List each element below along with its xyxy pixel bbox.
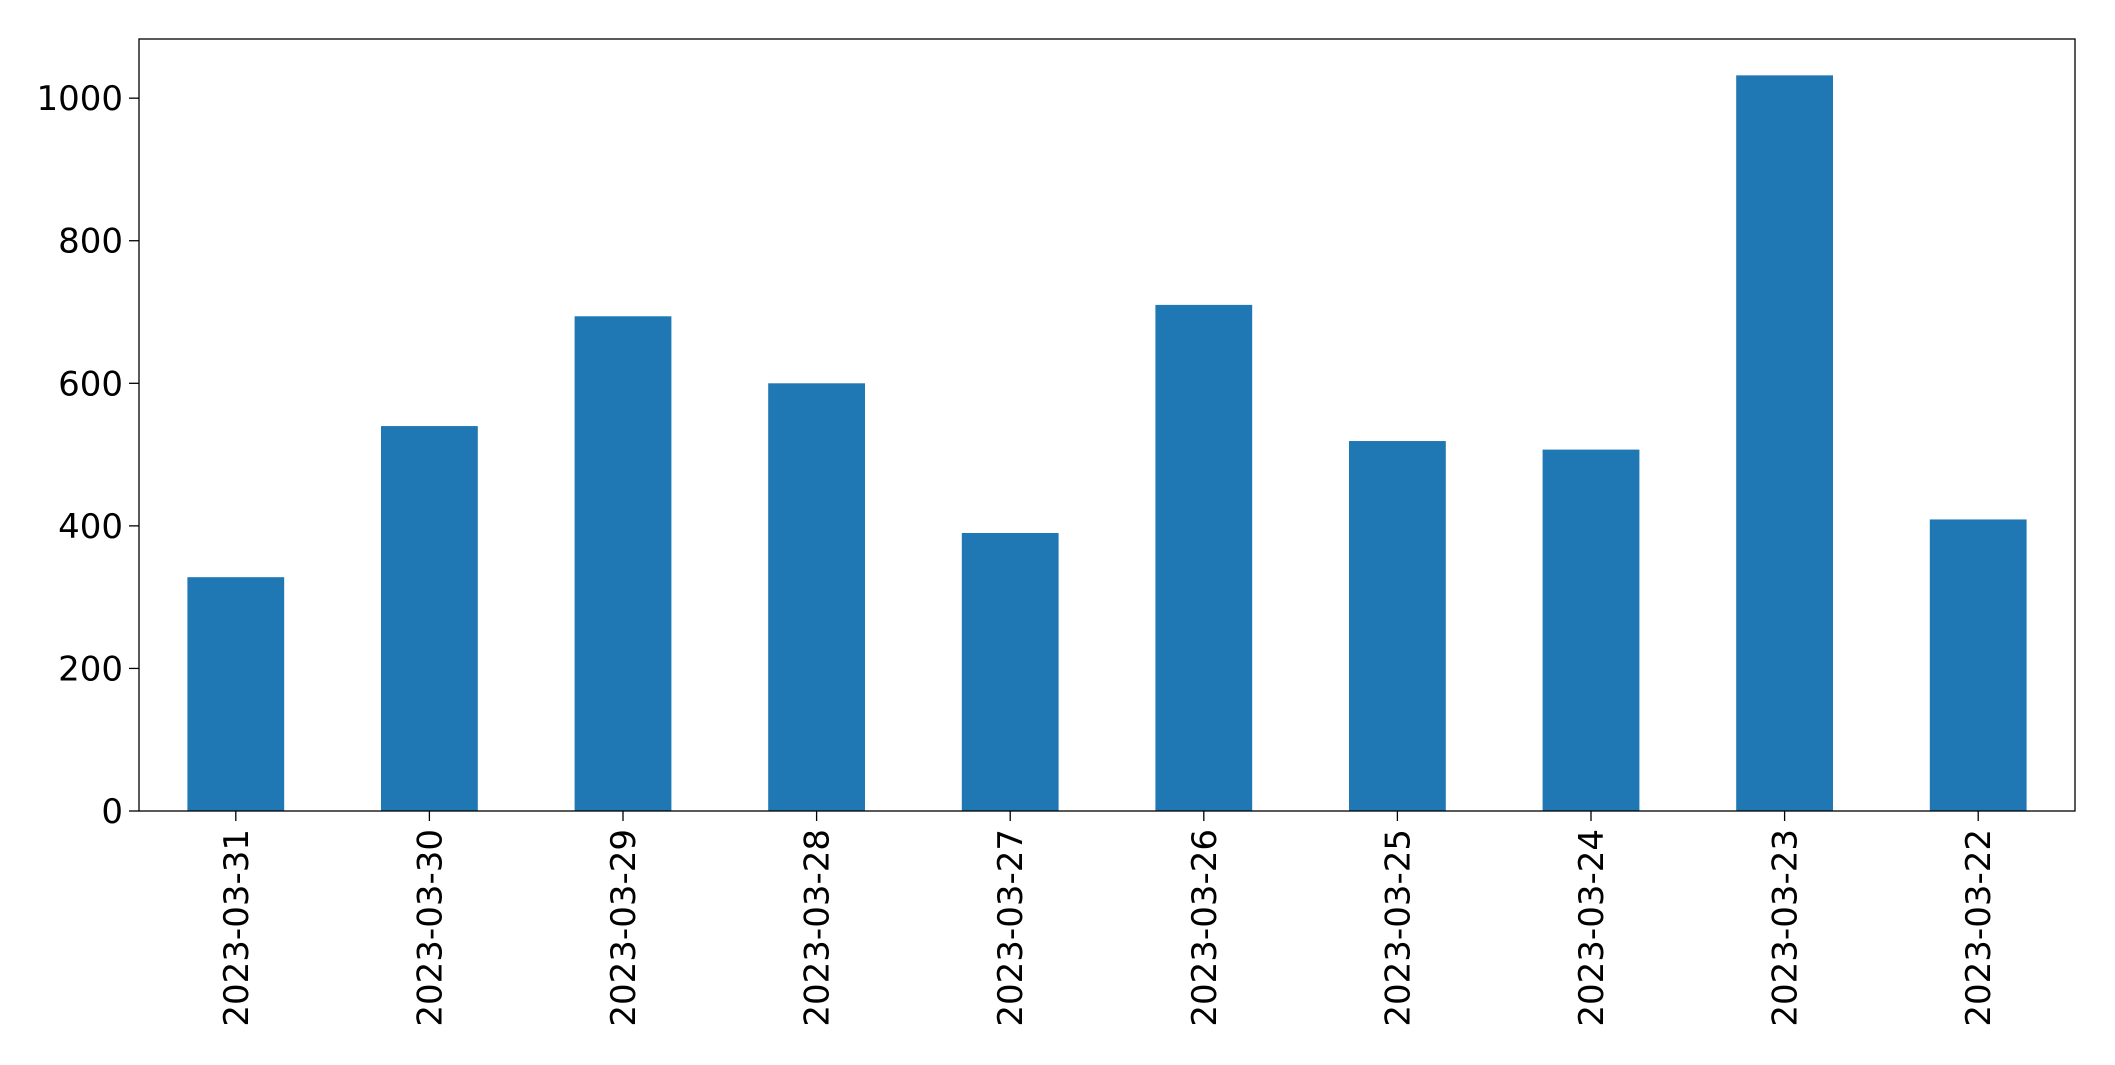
bar: [1929, 519, 2027, 811]
y-tick-label: 800: [58, 222, 123, 262]
y-tick-label: 400: [58, 507, 123, 547]
bar: [1349, 441, 1446, 811]
x-tick-label: 2023-03-30: [410, 829, 450, 1027]
x-tick-label: 2023-03-29: [604, 829, 644, 1027]
y-tick-label: 600: [58, 364, 123, 404]
plot-frame: [138, 38, 2076, 812]
x-tick-label: 2023-03-22: [1959, 829, 1999, 1027]
bar: [381, 426, 478, 811]
x-tick-label: 2023-03-25: [1378, 829, 1418, 1027]
bar: [1736, 75, 1833, 812]
x-tick-label: 2023-03-31: [217, 829, 257, 1027]
bar: [768, 383, 865, 811]
x-tick-label: 2023-03-27: [991, 829, 1031, 1027]
x-tick-label: 2023-03-28: [798, 829, 838, 1027]
y-tick-label: 0: [101, 792, 123, 832]
y-tick-label: 1000: [36, 79, 123, 119]
x-tick-label: 2023-03-26: [1185, 829, 1225, 1027]
x-tick-label: 2023-03-23: [1766, 829, 1806, 1027]
x-tick-label: 2023-03-24: [1572, 829, 1612, 1027]
bar: [1542, 449, 1640, 811]
bar: [1155, 304, 1253, 811]
bar: [187, 577, 285, 811]
bar: [574, 316, 672, 811]
bar: [961, 532, 1059, 811]
y-tick-label: 200: [58, 649, 123, 689]
